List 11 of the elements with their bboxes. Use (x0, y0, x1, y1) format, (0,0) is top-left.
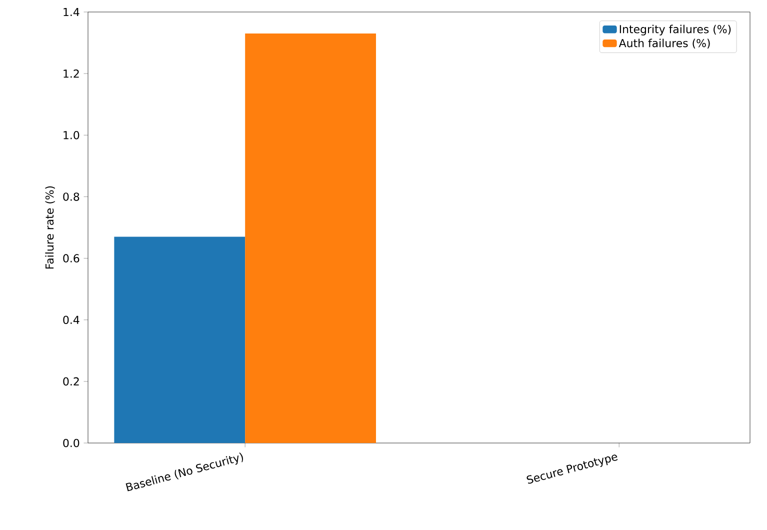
y-axis-title: Failure rate (%) (45, 186, 55, 269)
y-tick-label: 0.2 (63, 377, 79, 386)
y-tick-label: 0.6 (63, 254, 80, 262)
y-tick-label: 0.8 (63, 192, 80, 201)
y-tick-label: 1.4 (64, 8, 80, 16)
y-tick-label: 1.0 (64, 131, 80, 140)
y-tick-label: 0.4 (63, 316, 80, 324)
legend-label: Integrity failures (%) (620, 24, 731, 36)
y-tick-label: 0.0 (63, 438, 80, 448)
legend-label: Auth failures (%) (618, 38, 710, 49)
y-tick-label: 1.2 (64, 70, 79, 78)
